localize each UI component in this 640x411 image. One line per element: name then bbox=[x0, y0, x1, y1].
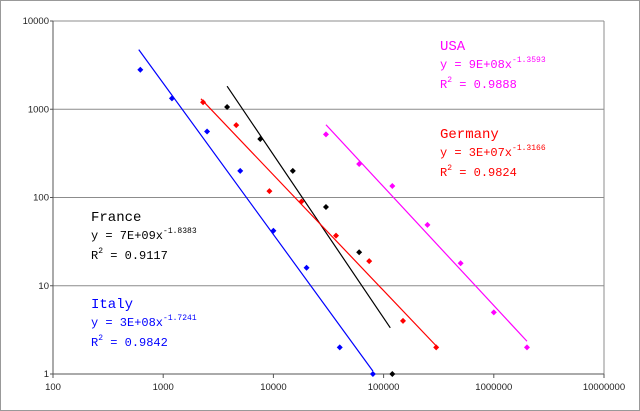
data-point-italy bbox=[336, 344, 343, 351]
data-point-italy bbox=[137, 66, 144, 73]
data-point-usa bbox=[356, 160, 363, 167]
data-point-germany bbox=[233, 122, 240, 129]
y-tick-label: 1000 bbox=[28, 104, 49, 115]
data-point-france bbox=[257, 136, 264, 143]
y-tick-labels: 1 10 100 1000 10000 bbox=[23, 16, 49, 380]
data-point-france bbox=[389, 371, 396, 377]
annotation-r2: R2 = 0.9842 bbox=[91, 334, 168, 350]
data-point-usa bbox=[322, 131, 329, 138]
data-point-italy bbox=[369, 371, 376, 377]
data-point-germany bbox=[433, 344, 440, 351]
data-point-germany bbox=[333, 232, 340, 239]
annotation-label: France bbox=[91, 210, 141, 226]
annotation-equation: y = 9E+08x-1.3593 bbox=[440, 56, 546, 72]
x-tick-label: 1000000 bbox=[475, 382, 512, 393]
x-tick-label: 10000 bbox=[260, 382, 286, 393]
data-point-france bbox=[322, 204, 329, 211]
annotation-equation: y = 3E+08x-1.7241 bbox=[91, 314, 197, 330]
data-point-france bbox=[289, 167, 296, 174]
data-point-italy bbox=[303, 264, 310, 271]
data-point-usa bbox=[490, 309, 497, 316]
data-point-italy bbox=[168, 95, 175, 102]
x-tick-label: 10000000 bbox=[583, 382, 625, 393]
x-tick-label: 1000 bbox=[153, 382, 174, 393]
annotation-label: Italy bbox=[91, 297, 133, 313]
data-points bbox=[137, 66, 530, 377]
y-tick-label: 100 bbox=[33, 193, 49, 204]
trend-line-usa bbox=[325, 124, 528, 342]
annotation-r2: R2 = 0.9117 bbox=[91, 247, 168, 263]
axes bbox=[50, 20, 605, 378]
trend-line-italy bbox=[138, 49, 374, 372]
x-tick-label: 100000 bbox=[368, 382, 400, 393]
trend-line-germany bbox=[200, 98, 439, 348]
data-point-usa bbox=[424, 221, 431, 228]
data-point-italy bbox=[270, 227, 277, 234]
trend-line-france bbox=[226, 85, 391, 329]
annotation-r2: R2 = 0.9824 bbox=[440, 164, 517, 180]
trend-lines bbox=[138, 49, 528, 372]
data-point-germany bbox=[400, 317, 407, 324]
annotation-r2: R2 = 0.9888 bbox=[440, 76, 517, 92]
y-tick-label: 10000 bbox=[23, 16, 49, 27]
data-point-germany bbox=[266, 188, 273, 195]
data-point-italy bbox=[237, 167, 244, 174]
annotation-equation: y = 3E+07x-1.3166 bbox=[440, 144, 546, 160]
data-point-usa bbox=[523, 344, 530, 351]
data-point-france bbox=[224, 104, 231, 111]
data-point-france bbox=[356, 249, 363, 256]
data-point-usa bbox=[389, 182, 396, 189]
annotation-equation: y = 7E+09x-1.8383 bbox=[91, 227, 197, 243]
annotation-label: USA bbox=[440, 39, 466, 55]
y-tick-label: 1 bbox=[44, 369, 49, 380]
x-tick-labels: 100 1000 10000 100000 1000000 10000000 bbox=[45, 382, 625, 393]
data-point-germany bbox=[366, 258, 373, 265]
x-tick-label: 100 bbox=[45, 382, 61, 393]
data-point-italy bbox=[204, 128, 211, 135]
y-tick-label: 10 bbox=[38, 281, 49, 292]
data-point-germany bbox=[200, 99, 207, 106]
data-point-usa bbox=[457, 260, 464, 267]
data-point-germany bbox=[298, 198, 305, 205]
annotation-label: Germany bbox=[440, 127, 499, 143]
